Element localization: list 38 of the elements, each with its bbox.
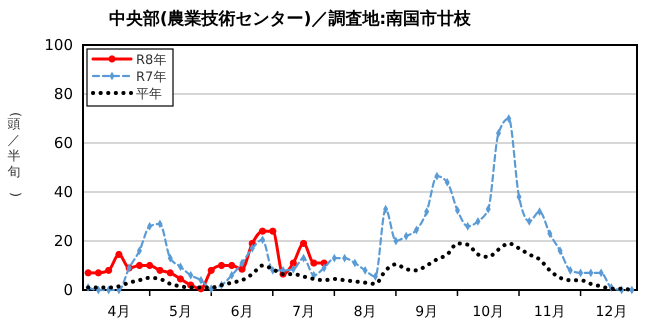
y-tick-label: 20: [54, 232, 73, 250]
point: [300, 240, 308, 248]
y-tick-label: 0: [63, 280, 73, 299]
point: [136, 262, 143, 270]
point: [218, 262, 226, 270]
y-tick-label: 80: [54, 84, 73, 103]
point: [269, 228, 276, 235]
point: [258, 228, 266, 235]
legend-label: 平年: [136, 87, 162, 102]
y-tick-label: 100: [44, 36, 73, 54]
point: [166, 269, 174, 276]
point: [146, 262, 154, 270]
legend-label: R7年: [136, 70, 166, 85]
y-tick-label: 40: [54, 182, 73, 201]
x-tick-label: 11月: [534, 304, 566, 320]
x-tick-label: 10月: [472, 304, 504, 320]
x-tick-label: 7月: [292, 304, 316, 320]
x-tick-label: 5月: [169, 304, 192, 320]
point: [94, 269, 102, 276]
x-tick-label: 9月: [415, 304, 438, 320]
y-tick-label: 60: [54, 134, 73, 152]
chart-title: 中央部(農業技術センター)／調査地:南国市廿枝: [108, 9, 472, 29]
x-tick-label: 12月: [595, 304, 628, 320]
point: [238, 266, 246, 273]
point: [290, 259, 297, 267]
x-tick-label: 6月: [230, 304, 254, 320]
legend-label: R8年: [136, 53, 166, 68]
point: [115, 250, 122, 258]
x-tick-label: 4月: [107, 304, 130, 320]
point: [310, 259, 318, 267]
point: [156, 266, 164, 274]
point: [84, 269, 92, 276]
point: [105, 266, 112, 274]
y-axis-title: (頭／半旬): [7, 112, 22, 198]
point: [208, 266, 215, 274]
point: [176, 275, 184, 283]
point: [228, 262, 236, 270]
x-tick-label: 8月: [354, 304, 377, 320]
